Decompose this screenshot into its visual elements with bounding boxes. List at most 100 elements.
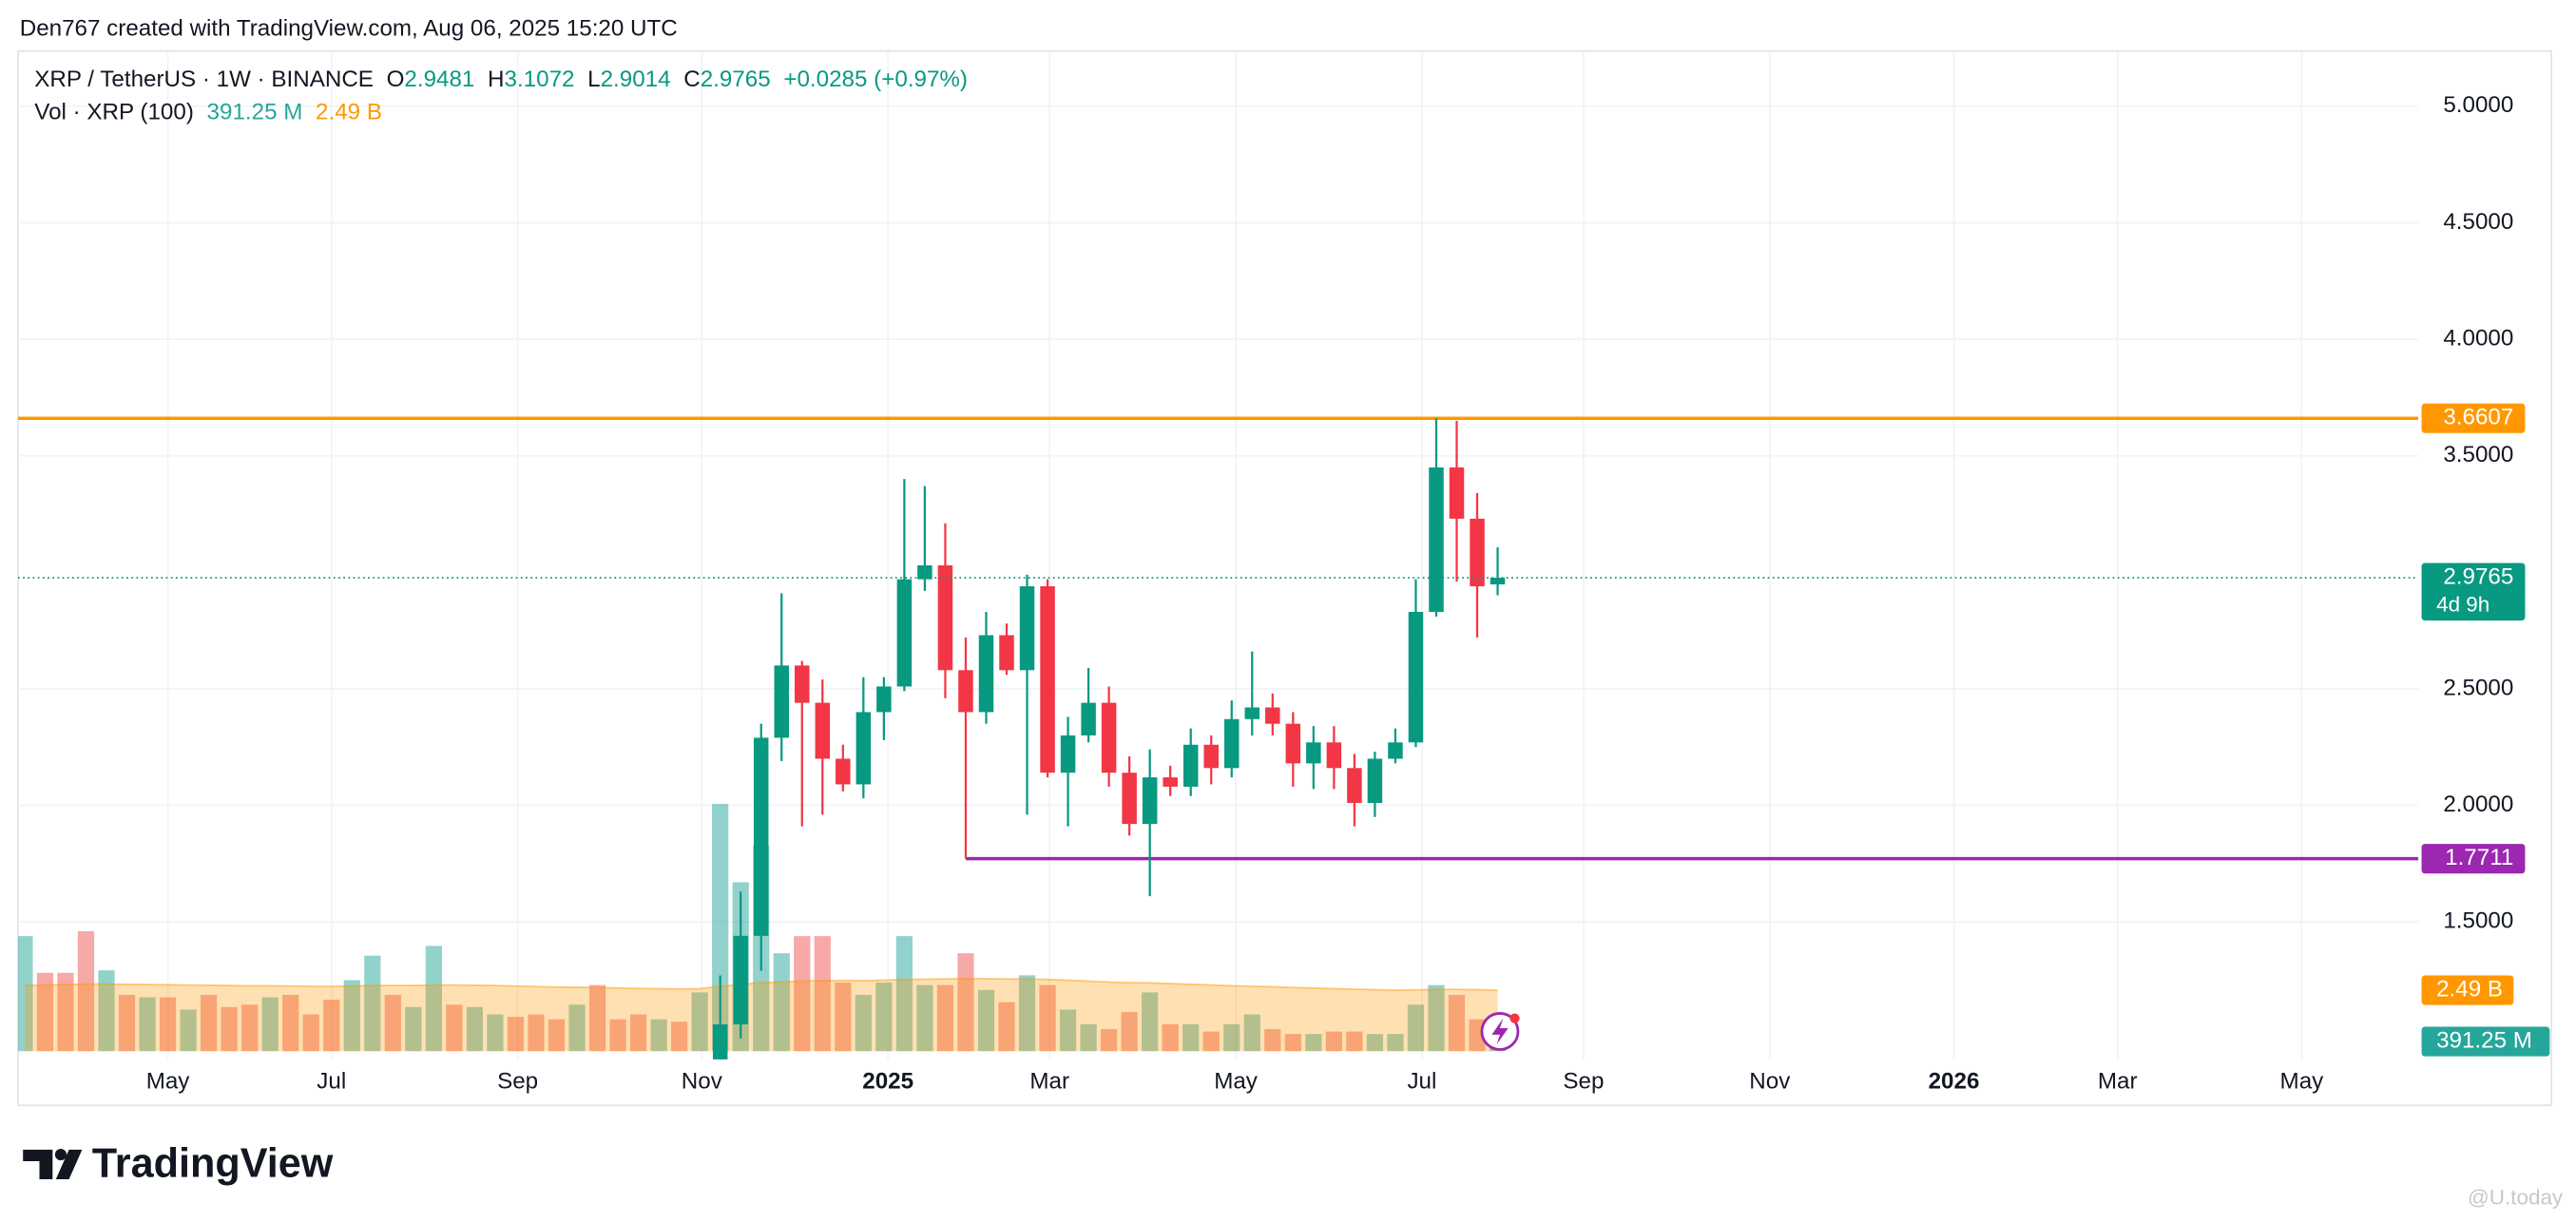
y-tick-label: 1.5000	[2443, 908, 2513, 934]
volume-bar	[875, 983, 893, 1052]
candle-body	[1122, 773, 1137, 825]
logo-text: TradingView	[92, 1141, 334, 1187]
volume-bar	[343, 980, 360, 1052]
last-price-label: 2.9765	[2443, 563, 2513, 589]
volume-bar	[139, 997, 156, 1052]
volume-bar	[691, 992, 708, 1052]
x-tick-label: Nov	[682, 1068, 723, 1094]
logo[interactable]: TradingView	[23, 1141, 334, 1187]
candle-body	[1408, 611, 1424, 743]
volume-ma-value: 2.49 B	[316, 100, 382, 125]
close-value: 2.9765	[701, 67, 771, 92]
axes: 1.5000 2.0000 2.5000 3.5000 4.0000 4.5000 5.00…	[146, 92, 2550, 1094]
attribution: Den767 created with TradingView.com, Aug…	[20, 16, 678, 42]
level-label: 1.7711	[2445, 845, 2513, 870]
ohlc-label: H	[488, 67, 504, 92]
candle-body	[1265, 707, 1280, 724]
volume-bar	[261, 997, 279, 1052]
x-tick-label: Sep	[497, 1068, 538, 1094]
y-tick-label: 3.5000	[2443, 442, 2513, 468]
volume-bar	[814, 936, 831, 1052]
volume-bar	[548, 1019, 566, 1052]
candle-body	[999, 635, 1014, 671]
volume-bar	[180, 1009, 197, 1052]
x-tick-label: May	[2280, 1068, 2325, 1094]
volume-bar	[1243, 1014, 1260, 1052]
volume-bar	[98, 970, 115, 1052]
volume-bar	[302, 1014, 319, 1052]
volume-bar	[487, 1014, 504, 1052]
y-tick-label: 5.0000	[2443, 92, 2513, 118]
volume-bar	[1448, 994, 1466, 1052]
volume-bar	[1162, 1023, 1179, 1052]
volume-bar	[998, 1002, 1015, 1052]
volume-bar	[1142, 992, 1159, 1052]
candle-body	[1203, 744, 1219, 769]
candle-body	[774, 665, 789, 738]
candle-body	[1326, 742, 1342, 769]
volume-ma-line	[24, 977, 1498, 991]
volume-bar	[1325, 1031, 1342, 1052]
candle-body	[1449, 467, 1465, 519]
volume-pane	[18, 804, 1507, 1052]
volume-bar	[446, 1004, 463, 1052]
volume-bar	[855, 994, 872, 1052]
volume-bar	[221, 1006, 238, 1052]
y-tick-label: 4.5000	[2443, 209, 2513, 235]
x-tick-label: Mar	[2098, 1068, 2138, 1094]
candle-body	[1224, 718, 1240, 769]
ohlc-label: C	[683, 67, 700, 92]
countdown: 4d 9h	[2436, 592, 2489, 616]
x-tick-label: Nov	[1749, 1068, 1791, 1094]
level-label: 3.6607	[2443, 405, 2513, 430]
volume-bar	[629, 1014, 647, 1052]
candle-body	[1182, 744, 1199, 787]
volume-bar	[18, 936, 33, 1052]
low-value: 2.9014	[601, 67, 671, 92]
volume-bar	[609, 1019, 626, 1052]
candle-body	[1285, 723, 1301, 764]
x-tick-label: Sep	[1563, 1068, 1604, 1094]
volume-bar	[1366, 1034, 1384, 1052]
volume-bar	[1039, 984, 1056, 1052]
candle-body	[795, 665, 810, 703]
candle-body	[1040, 585, 1055, 773]
volume-label-box	[2421, 1026, 2550, 1057]
candle-body	[733, 935, 748, 1025]
candle-body	[937, 564, 953, 671]
level-label-box	[2421, 844, 2526, 874]
volume-bar	[200, 994, 218, 1052]
candle-body	[896, 579, 913, 687]
volume-bar	[1284, 1034, 1301, 1052]
x-tick-label: Mar	[1029, 1068, 1069, 1094]
volume-bar	[57, 972, 74, 1052]
volume-bar	[895, 936, 913, 1052]
volume-bar	[241, 1004, 259, 1052]
candle-body	[1388, 742, 1403, 759]
volume-bar	[916, 984, 933, 1052]
volume-bar	[1182, 1023, 1200, 1052]
x-tick-label: May	[146, 1068, 191, 1094]
volume-bar	[36, 972, 54, 1052]
volume-bar	[568, 1004, 586, 1052]
candle-body	[836, 758, 851, 785]
volume-legend: Vol · XRP (100) 391.25 M 2.49 B	[34, 100, 382, 125]
volume-ma-label: 2.49 B	[2436, 976, 2503, 1002]
volume-bar	[466, 1006, 484, 1052]
volume-bar	[1387, 1034, 1404, 1052]
volume-bar	[159, 997, 177, 1052]
volume-bar	[977, 989, 995, 1052]
volume-bar	[507, 1017, 525, 1052]
volume-bar	[794, 936, 811, 1052]
volume-bar	[364, 955, 381, 1052]
volume-bar	[77, 930, 95, 1052]
volume-bar	[1121, 1011, 1138, 1052]
alert-icon[interactable]	[1480, 1012, 1520, 1051]
volume-bar	[1101, 1029, 1118, 1052]
volume-bar	[835, 983, 852, 1052]
volume-bar	[936, 984, 954, 1052]
candle-body	[1367, 758, 1383, 804]
last-price-box	[2421, 563, 2526, 621]
